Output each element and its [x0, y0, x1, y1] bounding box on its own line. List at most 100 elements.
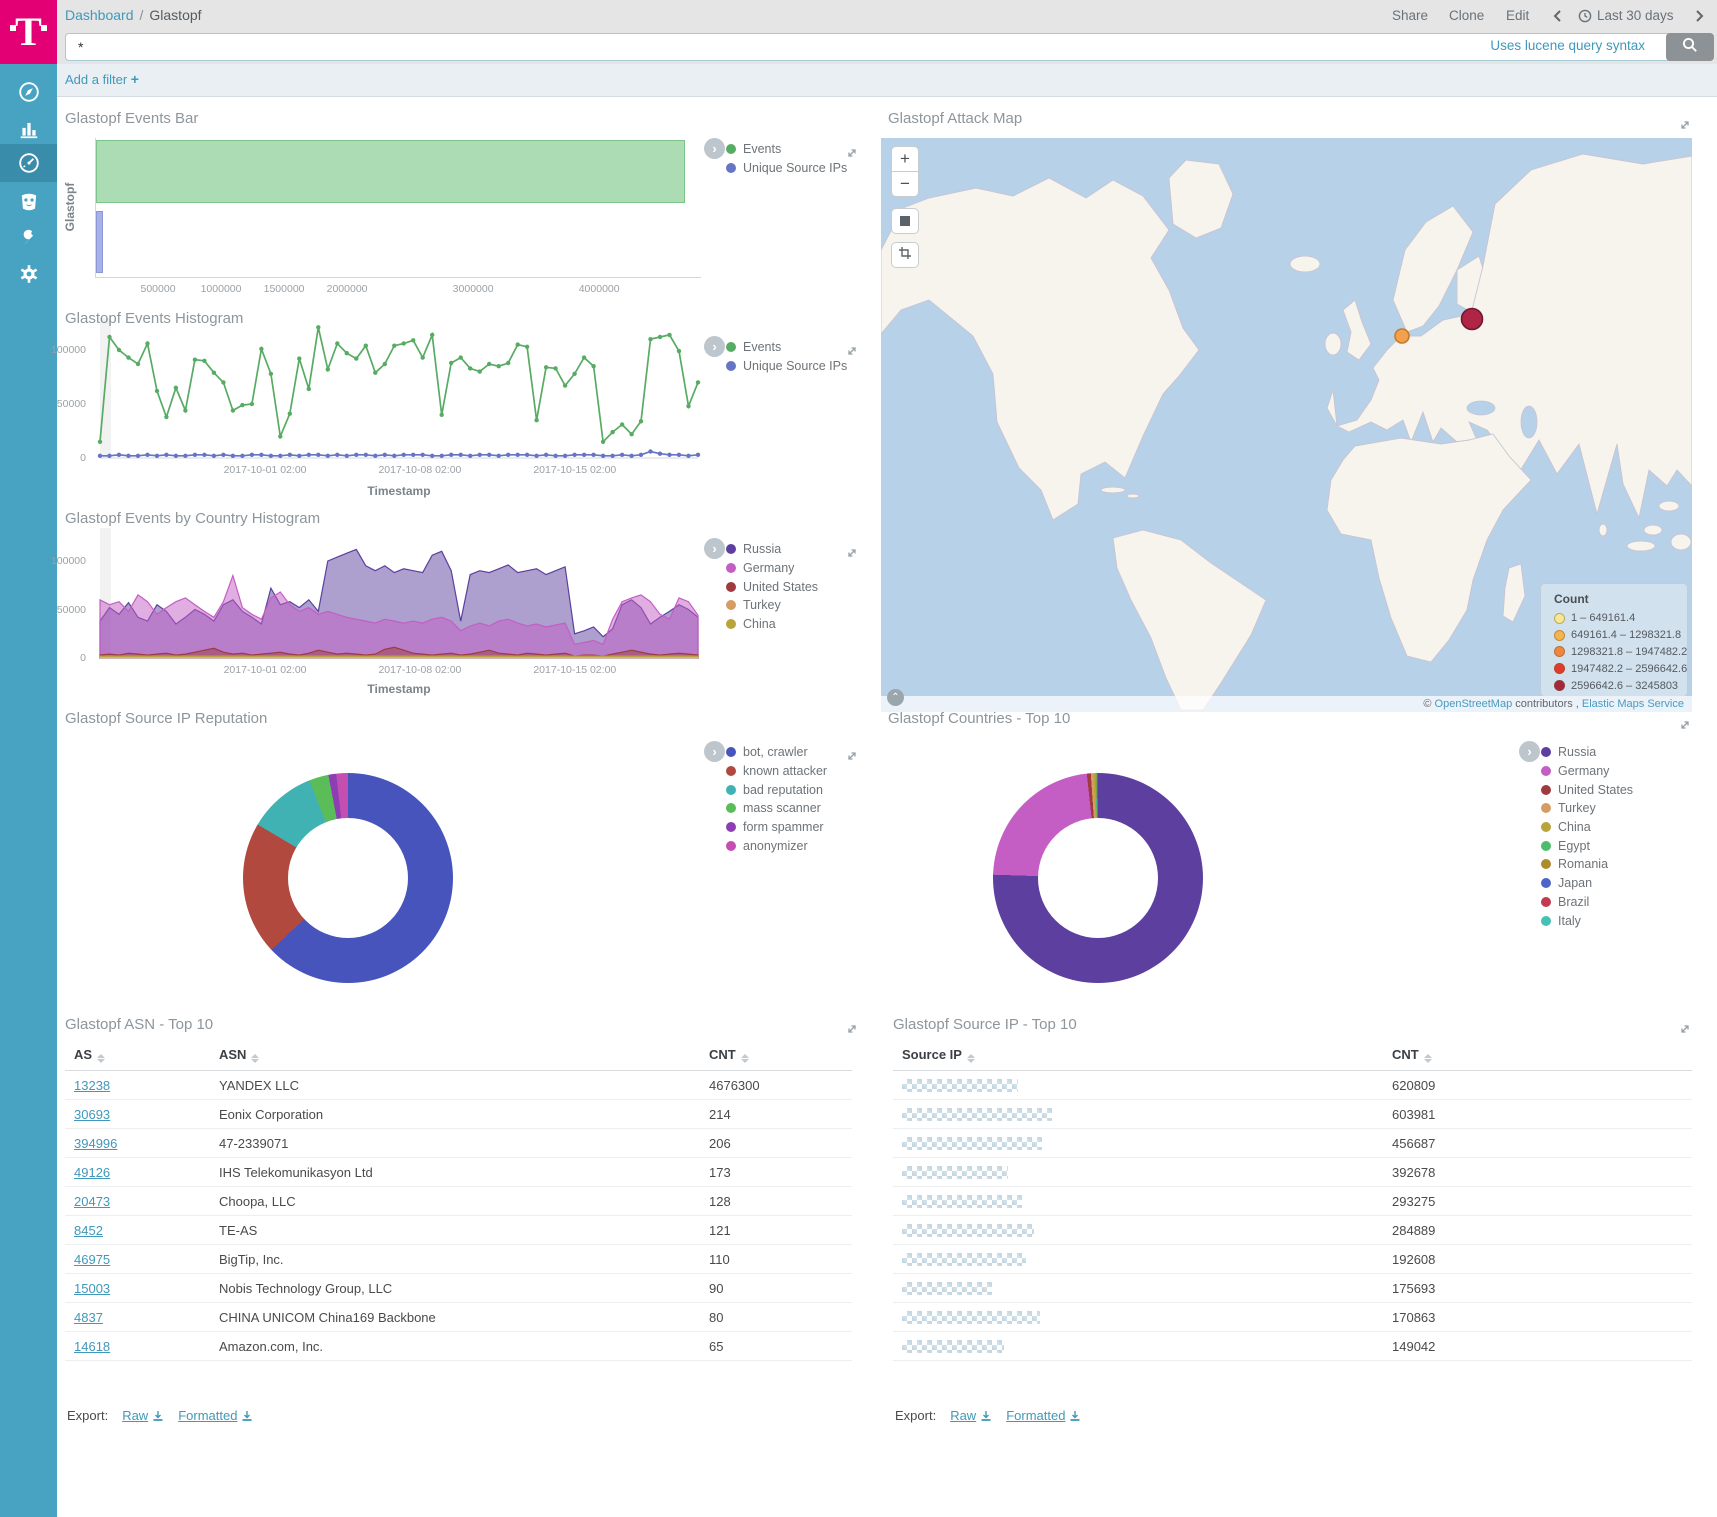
as-link[interactable]: 394996 — [74, 1135, 118, 1151]
legend-item[interactable]: United States — [726, 577, 818, 596]
legend-item[interactable]: Egypt — [1541, 836, 1633, 855]
sort-icon[interactable] — [251, 1054, 260, 1063]
column-header-cnt[interactable]: CNT — [700, 1040, 852, 1071]
sidebar-item-timelion[interactable] — [0, 184, 57, 220]
as-link[interactable]: 14618 — [74, 1338, 111, 1354]
as-link[interactable]: 4837 — [74, 1309, 103, 1325]
legend-item[interactable]: anonymizer — [726, 836, 827, 855]
map-draw-filter-button[interactable] — [891, 242, 919, 268]
share-button[interactable]: Share — [1392, 8, 1429, 23]
clone-button[interactable]: Clone — [1449, 8, 1485, 23]
legend-item[interactable]: form spammer — [726, 818, 827, 837]
attack-map[interactable]: + − Count 1 – 649161.4 649161.4 – 1298321… — [881, 138, 1692, 712]
legend-toggle-icon[interactable]: › — [704, 138, 725, 159]
search-input[interactable] — [65, 33, 1676, 61]
legend-item[interactable]: Japan — [1541, 874, 1633, 893]
sort-icon[interactable] — [966, 1054, 975, 1063]
attack-map-marker[interactable] — [1394, 328, 1410, 344]
countries-top10-donut[interactable] — [993, 773, 1203, 983]
export-formatted-link[interactable]: Formatted — [1006, 1408, 1081, 1423]
sidebar-item-discover[interactable] — [0, 74, 57, 110]
as-link[interactable]: 15003 — [74, 1280, 111, 1296]
app-sidebar: T — [0, 0, 57, 1517]
search-button[interactable] — [1666, 33, 1714, 61]
expand-panel-icon[interactable] — [1678, 718, 1692, 732]
sidebar-item-dashboard[interactable] — [0, 144, 57, 182]
export-formatted-link[interactable]: Formatted — [178, 1408, 253, 1423]
events-bar-chart[interactable] — [95, 138, 701, 278]
attack-map-marker[interactable] — [1460, 307, 1484, 331]
legend-item[interactable]: Russia — [1541, 743, 1633, 762]
expand-panel-icon[interactable] — [845, 344, 859, 358]
column-header-asn[interactable]: ASN — [210, 1040, 700, 1071]
add-filter-button[interactable]: Add a filter + — [65, 71, 139, 87]
time-forward-chevron-icon[interactable] — [1695, 9, 1705, 28]
sidebar-item-management[interactable] — [0, 256, 57, 292]
table-row: 30693 Eonix Corporation 214 — [65, 1099, 852, 1129]
as-link[interactable]: 49126 — [74, 1164, 111, 1180]
legend-toggle-icon[interactable]: › — [1519, 741, 1540, 762]
legend-item[interactable]: Turkey — [1541, 799, 1633, 818]
column-header-source-ip[interactable]: Source IP — [893, 1040, 1383, 1071]
sidebar-item-visualize[interactable] — [0, 111, 57, 147]
legend-item[interactable]: Romania — [1541, 855, 1633, 874]
legend-item[interactable]: Events — [726, 140, 847, 159]
legend-item[interactable]: Turkey — [726, 596, 818, 615]
as-link[interactable]: 30693 — [74, 1106, 111, 1122]
cell-asn: YANDEX LLC — [210, 1070, 700, 1100]
sort-icon[interactable] — [1423, 1054, 1432, 1063]
legend-item[interactable]: bad reputation — [726, 780, 827, 799]
legend-item[interactable]: Italy — [1541, 911, 1633, 930]
telekom-logo[interactable]: T — [0, 0, 57, 64]
expand-panel-icon[interactable] — [845, 749, 859, 763]
as-link[interactable]: 20473 — [74, 1193, 111, 1209]
legend-toggle-icon[interactable]: › — [704, 741, 725, 762]
export-raw-link[interactable]: Raw — [950, 1408, 992, 1423]
sort-icon[interactable] — [740, 1054, 749, 1063]
column-header-cnt[interactable]: CNT — [1383, 1040, 1692, 1071]
as-link[interactable]: 13238 — [74, 1077, 111, 1093]
legend-item[interactable]: bot, crawler — [726, 743, 827, 762]
legend-toggle-icon[interactable]: › — [704, 538, 725, 559]
map-zoom-in-button[interactable]: + — [891, 146, 919, 172]
legend-item[interactable]: Events — [726, 338, 847, 357]
expand-panel-icon[interactable] — [845, 546, 859, 560]
bar-events[interactable] — [96, 140, 686, 203]
legend-item[interactable]: China — [726, 615, 818, 634]
map-fit-bounds-button[interactable] — [891, 208, 919, 234]
source-ip-reputation-donut[interactable] — [243, 773, 453, 983]
country-histogram-chart[interactable] — [99, 528, 699, 660]
legend-item[interactable]: United States — [1541, 780, 1633, 799]
legend-item[interactable]: Unique Source IPs — [726, 357, 847, 376]
legend-item[interactable]: mass scanner — [726, 799, 827, 818]
breadcrumb-dashboard-link[interactable]: Dashboard — [65, 7, 134, 23]
as-link[interactable]: 46975 — [74, 1251, 111, 1267]
time-range-picker[interactable]: Last 30 days — [1597, 8, 1674, 23]
export-raw-link[interactable]: Raw — [122, 1408, 164, 1423]
events-histogram-chart[interactable] — [97, 318, 701, 460]
legend-item[interactable]: Russia — [726, 540, 818, 559]
legend-item[interactable]: Germany — [726, 559, 818, 578]
expand-panel-icon[interactable] — [845, 146, 859, 160]
legend-item[interactable]: Brazil — [1541, 893, 1633, 912]
time-back-chevron-icon[interactable] — [1552, 9, 1562, 28]
expand-panel-icon[interactable] — [845, 1022, 859, 1036]
edit-button[interactable]: Edit — [1506, 8, 1530, 23]
sidebar-item-dev-tools[interactable] — [0, 220, 57, 256]
openstreetmap-link[interactable]: OpenStreetMap — [1434, 698, 1513, 710]
attribution-toggle-icon[interactable]: ⌃ — [887, 689, 904, 706]
expand-panel-icon[interactable] — [1678, 1022, 1692, 1036]
bar-unique-ips[interactable] — [96, 210, 103, 273]
elastic-maps-link[interactable]: Elastic Maps Service — [1581, 698, 1684, 710]
expand-panel-icon[interactable] — [1678, 118, 1692, 132]
lucene-syntax-link[interactable]: Uses lucene query syntax — [1490, 38, 1645, 53]
legend-item[interactable]: known attacker — [726, 762, 827, 781]
sort-icon[interactable] — [97, 1054, 106, 1063]
column-header-as[interactable]: AS — [65, 1040, 210, 1071]
as-link[interactable]: 8452 — [74, 1222, 103, 1238]
legend-item[interactable]: Unique Source IPs — [726, 159, 847, 178]
legend-item[interactable]: China — [1541, 818, 1633, 837]
legend-toggle-icon[interactable]: › — [704, 336, 725, 357]
map-zoom-out-button[interactable]: − — [891, 171, 919, 197]
legend-item[interactable]: Germany — [1541, 762, 1633, 781]
